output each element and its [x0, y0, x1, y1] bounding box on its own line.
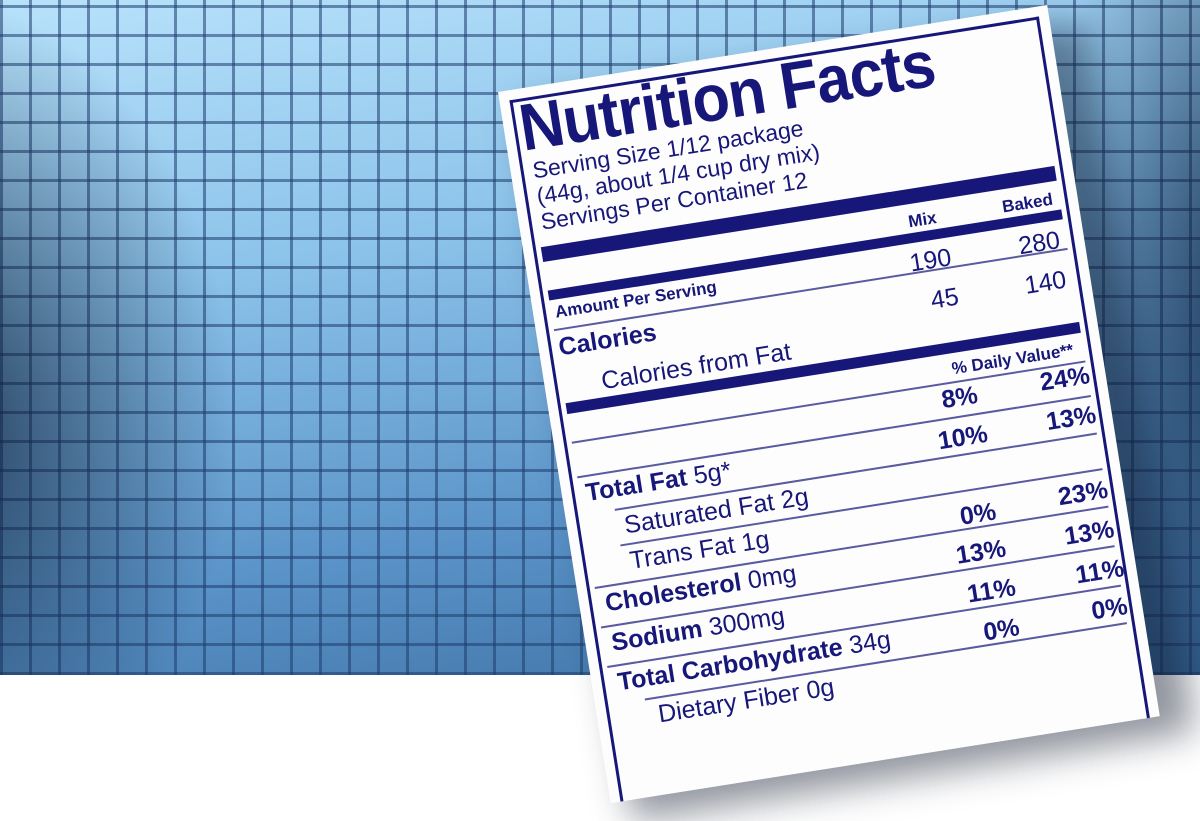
nutrient-amount: 0g	[804, 672, 837, 705]
calories-from-fat-mix: 45	[928, 282, 961, 315]
nutrient-amount: 1g	[739, 525, 772, 558]
mix-percent: 8%	[939, 380, 980, 415]
calories-from-fat-baked: 140	[1022, 265, 1069, 300]
nutrient-amount: 5g*	[691, 456, 734, 490]
baked-percent: 0%	[1089, 592, 1130, 626]
nutrient-amount: 2g	[778, 482, 811, 515]
nutrition-facts-label: Nutrition Facts Serving Size 1/12 packag…	[498, 5, 1160, 804]
column-mix-header: Mix	[906, 208, 938, 232]
